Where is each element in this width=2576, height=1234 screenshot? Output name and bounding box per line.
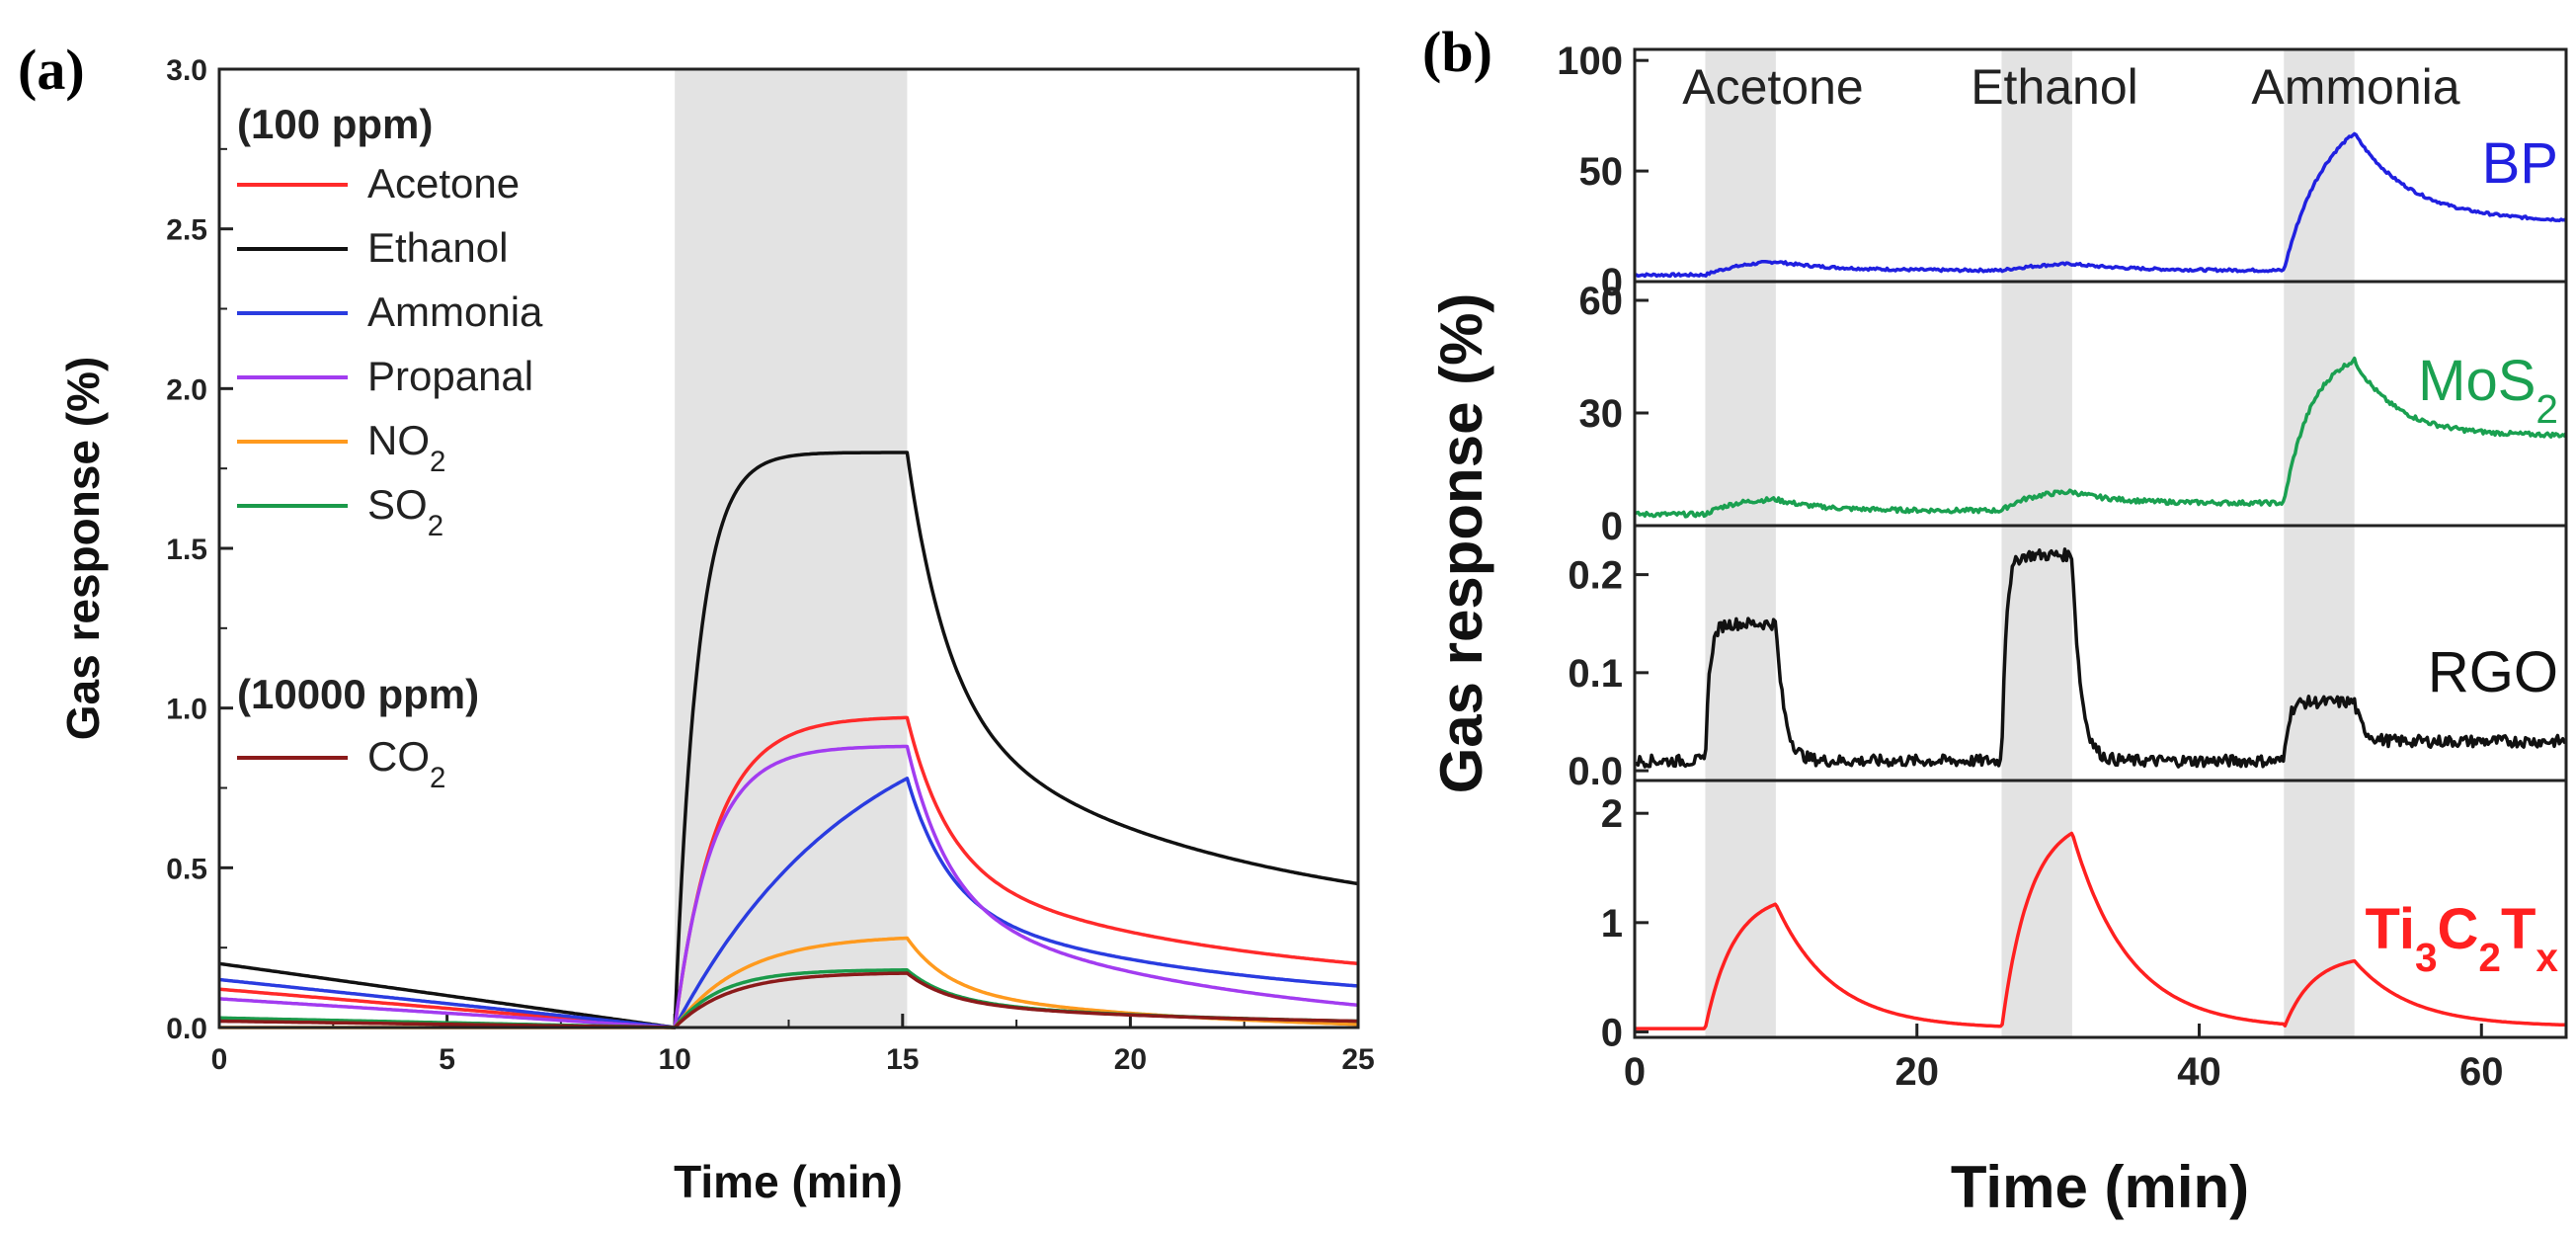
legend-label-co2-part: 2 xyxy=(430,762,445,794)
y-tick-label-a: 3.0 xyxy=(166,54,207,87)
legend-label-co2: CO2 xyxy=(367,733,445,794)
x-tick-label-a: 10 xyxy=(659,1043,691,1076)
y-tick-label-ti3c2tx: 1 xyxy=(1601,902,1623,946)
series-line-ti3c2tx xyxy=(1634,831,2567,1030)
y-tick-label-rgo: 0.0 xyxy=(1568,750,1623,793)
series-line-ammonia xyxy=(218,777,1359,1029)
y-tick-label-a: 2.5 xyxy=(166,214,207,247)
y-tick-label-bp: 50 xyxy=(1579,150,1624,194)
series-line-acetone xyxy=(218,715,1359,1029)
chart-a: (a) 0 5 10 15 20 25 0.0 0.5 1.0 1.5 2.0 2.5 3.0 Time… xyxy=(18,38,1375,1207)
legend-group-100ppm: (100 ppm) xyxy=(237,101,433,147)
series-line-bp xyxy=(1634,131,2568,279)
plot-frame-b xyxy=(1633,47,2568,1039)
x-axis-label-a: Time (min) xyxy=(674,1156,903,1207)
legend-label-ammonia: Ammonia xyxy=(367,288,543,335)
legend-label-no2: NO2 xyxy=(367,417,445,478)
legend-label-co2-part: CO xyxy=(367,733,430,780)
legend-label-acetone-part: Acetone xyxy=(367,160,520,206)
legend-label-propanal: Propanal xyxy=(367,353,533,399)
y-tick-label-mos2: 0 xyxy=(1601,505,1623,548)
legend-a: (100 ppm) (10000 ppm) Acetone Ethanol Ammo… xyxy=(237,101,543,794)
panel-label-a: (a) xyxy=(18,38,85,102)
series-line-mos2 xyxy=(1634,356,2568,519)
x-tick-label-b: 20 xyxy=(1895,1050,1940,1094)
y-axis-label-a: Gas response (%) xyxy=(57,357,109,741)
gas-label-ethanol: Ethanol xyxy=(1971,59,2138,115)
y-tick-label-a: 0.0 xyxy=(166,1013,207,1045)
panel-label-b: (b) xyxy=(1422,20,1492,84)
material-label-mos2: MoS2 xyxy=(2418,349,2558,432)
y-tick-label-rgo: 0.2 xyxy=(1568,554,1623,598)
y-tick-label-ti3c2tx: 0 xyxy=(1601,1011,1623,1054)
y-tick-label-a: 0.5 xyxy=(166,853,207,885)
x-tick-label-a: 0 xyxy=(211,1043,228,1076)
material-label-bp-part: BP xyxy=(2482,131,2558,196)
shaded-exposure-region-a xyxy=(675,69,908,1028)
material-label-mos2-part: MoS xyxy=(2418,349,2536,413)
series-line-rgo xyxy=(1634,547,2567,769)
legend-label-ethanol-part: Ethanol xyxy=(367,224,508,271)
shaded-exposure-region-b xyxy=(1705,49,1776,1037)
x-tick-label-b: 0 xyxy=(1624,1050,1646,1094)
legend-label-so2-part: 2 xyxy=(428,510,443,542)
y-tick-label-a: 2.0 xyxy=(166,373,207,406)
material-label-ti3c2tx-part: Ti xyxy=(2365,897,2415,961)
x-tick-label-b: 60 xyxy=(2459,1050,2504,1094)
gas-label-ammonia: Ammonia xyxy=(2251,59,2459,115)
chart-b: (b) Acetone Ethanol Ammonia 050100BP03060M… xyxy=(1422,20,2568,1220)
shaded-exposure-region-b xyxy=(2001,49,2072,1037)
material-label-ti3c2tx-part: 2 xyxy=(2478,935,2501,980)
legend-label-so2: SO2 xyxy=(367,481,443,542)
material-label-bp: BP xyxy=(2482,131,2558,196)
material-label-ti3c2tx-part: 3 xyxy=(2415,935,2438,980)
legend-label-so2-part: SO xyxy=(367,481,428,528)
y-tick-label-rgo: 0.1 xyxy=(1568,652,1623,696)
y-axis-label-b: Gas response (%) xyxy=(1428,293,1494,794)
material-label-mos2-part: 2 xyxy=(2536,386,2558,432)
x-tick-label-b: 40 xyxy=(2177,1050,2221,1094)
legend-label-no2-part: 2 xyxy=(430,446,445,478)
material-label-ti3c2tx-part: C xyxy=(2438,897,2479,961)
material-label-rgo: RGO xyxy=(2428,640,2558,704)
y-tick-label-a: 1.0 xyxy=(166,694,207,726)
shaded-exposure-region-b xyxy=(2284,49,2355,1037)
x-tick-label-a: 5 xyxy=(439,1043,455,1076)
legend-label-ethanol: Ethanol xyxy=(367,224,508,271)
series-line-propanal xyxy=(218,744,1359,1029)
legend-label-no2-part: NO xyxy=(367,417,430,463)
series-line-co2 xyxy=(218,971,1358,1029)
y-tick-label-bp: 100 xyxy=(1557,40,1623,83)
y-tick-label-mos2: 30 xyxy=(1579,392,1624,436)
y-tick-label-bp: 0 xyxy=(1601,261,1623,304)
material-label-ti3c2tx-part: T xyxy=(2501,897,2536,961)
plot-frame-a xyxy=(217,67,1360,1029)
x-tick-label-a: 15 xyxy=(886,1043,919,1076)
legend-label-acetone: Acetone xyxy=(367,160,520,206)
x-tick-label-a: 20 xyxy=(1114,1043,1147,1076)
material-label-ti3c2tx: Ti3C2Tx xyxy=(2365,897,2558,980)
material-label-rgo-part: RGO xyxy=(2428,640,2558,704)
y-tick-label-mos2: 60 xyxy=(1579,280,1624,323)
legend-group-10000ppm: (10000 ppm) xyxy=(237,671,479,717)
series-line-ethanol xyxy=(218,451,1359,1029)
x-axis-label-b: Time (min) xyxy=(1951,1154,2249,1220)
y-tick-label-ti3c2tx: 2 xyxy=(1601,792,1623,836)
material-label-ti3c2tx-part: x xyxy=(2536,935,2558,980)
legend-label-propanal-part: Propanal xyxy=(367,353,533,399)
y-tick-label-a: 1.5 xyxy=(166,534,207,566)
x-tick-label-a: 25 xyxy=(1341,1043,1374,1076)
gas-label-acetone: Acetone xyxy=(1682,59,1863,115)
legend-label-ammonia-part: Ammonia xyxy=(367,288,543,335)
